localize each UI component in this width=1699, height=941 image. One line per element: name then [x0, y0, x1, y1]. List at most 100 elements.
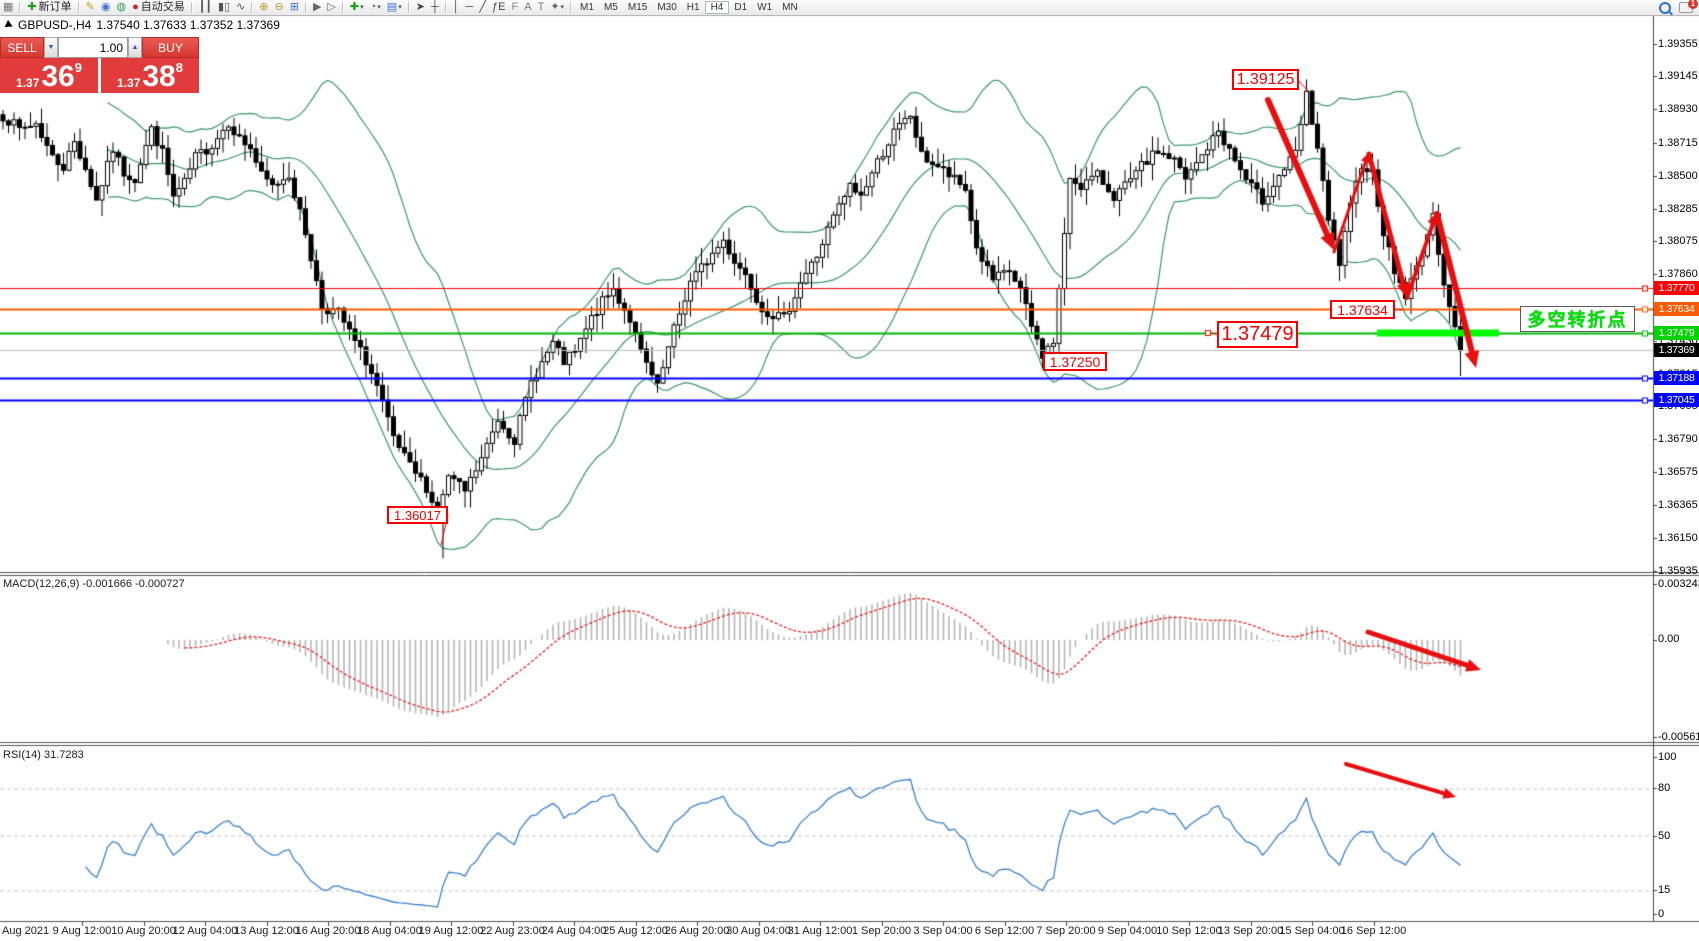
timeframe-w1[interactable]: W1	[757, 2, 773, 13]
signals-icon[interactable]: ◍	[113, 1, 129, 14]
cursor-icon[interactable]: ➤	[413, 1, 428, 14]
zoom-in-icon: ⊕	[259, 1, 269, 13]
price-tick: 1.36150	[1658, 531, 1698, 544]
sell-price-display[interactable]: 1.37 36 9	[0, 58, 98, 93]
buy-price-display[interactable]: 1.37 38 8	[101, 58, 199, 93]
price-line-badge: 1.37479	[1654, 326, 1699, 341]
autotrading-button[interactable]: ● 自动交易	[129, 1, 188, 14]
macd-axis-zero: 0.00	[1658, 633, 1680, 645]
macd-indicator-label: MACD(12,26,9) -0.001666 -0.000727	[3, 578, 185, 590]
rsi-indicator-label: RSI(14) 31.7283	[3, 749, 84, 761]
price-tick: 1.36365	[1658, 498, 1698, 511]
new-chart-icon[interactable]: ▦	[0, 1, 16, 14]
buy-price-small: 1.37	[117, 76, 141, 90]
fibonacci-icon[interactable]: ƒE	[489, 1, 508, 14]
horizontal-line-icon: ─	[465, 1, 474, 13]
tile-windows-icon[interactable]: ⊞	[287, 1, 302, 14]
fibo-fan-icon: F	[511, 1, 519, 13]
community-chat-icon[interactable]: 1	[1679, 0, 1698, 13]
candle-chart-icon: ▮▯	[217, 1, 231, 13]
vertical-line-icon[interactable]: │	[450, 1, 463, 14]
price-annotation[interactable]: 1.39125	[1232, 69, 1299, 90]
text-icon[interactable]: A	[521, 1, 534, 14]
timeframe-h4[interactable]: H4	[704, 1, 730, 14]
autotrading-button: ●	[132, 1, 139, 13]
price-tick: 1.38500	[1658, 169, 1698, 182]
zoom-out-icon[interactable]: ⊖	[272, 1, 287, 14]
price-tick: 1.36790	[1658, 433, 1698, 446]
date-label: 10 Sep 12:00	[1156, 925, 1222, 937]
date-label: 19 Aug 12:00	[418, 925, 484, 937]
sell-button[interactable]: SELL	[0, 37, 44, 58]
trendline-icon[interactable]: ╱	[476, 1, 489, 14]
price-annotation[interactable]: 1.36017	[387, 506, 448, 524]
rsi-axis-tick: 100	[1658, 751, 1677, 763]
timeframe-h1[interactable]: H1	[686, 2, 700, 13]
price-tick: 1.39355	[1658, 38, 1698, 50]
timeframe-m5[interactable]: M5	[603, 2, 618, 13]
price-tick: 1.38285	[1658, 202, 1698, 215]
symbol-period-label: GBPUSD-,H4	[18, 18, 92, 32]
rsi-axis-tick: 15	[1658, 884, 1671, 897]
toolbar-separator	[304, 2, 307, 13]
sell-price-big: 36	[41, 60, 75, 93]
rsi-axis-tick: 0	[1658, 908, 1665, 920]
buy-button[interactable]: BUY	[142, 37, 199, 58]
templates-icon[interactable]: ▤ ▾	[384, 1, 405, 14]
timeframe-m1[interactable]: M1	[580, 2, 594, 13]
zoom-in-icon[interactable]: ⊕	[256, 1, 271, 14]
date-label: 31 Aug 12:00	[787, 925, 853, 937]
profiles-icon[interactable]: ◉	[98, 1, 114, 14]
line-chart-icon[interactable]: ∿	[233, 1, 248, 14]
price-line-badge: 1.37770	[1654, 281, 1699, 296]
timeframe-d1[interactable]: D1	[734, 2, 748, 13]
chart-corner-icon	[4, 19, 15, 31]
sell-price-sup: 9	[74, 60, 82, 75]
shapes-icon-dropdown[interactable]: ▾	[560, 4, 565, 11]
line-chart-icon: ∿	[236, 1, 246, 13]
candle-chart-icon[interactable]: ▮▯	[215, 1, 233, 14]
timeframe-mn[interactable]: MN	[782, 2, 798, 13]
indicators-icon-dropdown[interactable]: ▾	[360, 4, 364, 11]
price-tick: 1.38715	[1658, 136, 1698, 149]
trendline-icon: ╱	[479, 1, 487, 13]
date-label: 25 Aug 12:00	[603, 925, 668, 937]
profiles-icon: ◉	[100, 1, 111, 13]
search-icon[interactable]	[1659, 1, 1671, 14]
date-label: 16 Aug 20:00	[295, 925, 361, 937]
toolbar-separator	[407, 2, 410, 13]
bar-chart-icon[interactable]: ┃┃	[196, 1, 215, 14]
toolbar-separator	[77, 2, 80, 13]
styler-icon[interactable]: ✎	[83, 1, 98, 14]
auto-scroll-icon[interactable]: ▶	[310, 1, 324, 14]
cursor-icon: ➤	[415, 1, 425, 13]
date-label: 10 Aug 20:00	[111, 925, 176, 937]
text-label-icon[interactable]: T	[535, 1, 548, 14]
templates-icon-dropdown[interactable]: ▾	[398, 4, 402, 11]
periods-icon-dropdown[interactable]: ▾	[377, 4, 381, 11]
price-annotation[interactable]: 1.37634	[1330, 300, 1395, 319]
autotrading-button-label: 自动交易	[140, 1, 185, 13]
volume-increase-button[interactable]: ▲	[128, 37, 142, 58]
date-label: 9 Sep 04:00	[1097, 925, 1158, 937]
price-annotation[interactable]: 1.37250	[1043, 352, 1107, 371]
horizontal-line-icon[interactable]: ─	[463, 1, 477, 14]
timeframe-m15[interactable]: M15	[627, 2, 648, 13]
price-annotation[interactable]: 1.37479	[1217, 321, 1298, 348]
fibo-fan-icon[interactable]: F	[509, 1, 522, 14]
shapes-icon[interactable]: ✦ ▾	[547, 1, 567, 14]
timeframe-m30[interactable]: M30	[657, 2, 677, 13]
indicators-icon[interactable]: ✚ ▾	[347, 1, 367, 14]
date-label: 13 Aug 12:00	[234, 925, 299, 937]
rsi-axis-tick: 50	[1658, 829, 1671, 842]
new-order-button[interactable]: ✚ 新订单	[24, 1, 74, 14]
crosshair-icon[interactable]: ┼	[428, 1, 442, 14]
chart-shift-icon[interactable]: ▷	[324, 1, 338, 14]
periods-icon[interactable]: ◔ ▾	[367, 1, 384, 14]
volume-decrease-button[interactable]: ▼	[44, 37, 58, 58]
volume-input[interactable]	[58, 37, 128, 58]
timeframe-buttons: M1 M5 M15 M30 H1 H4 D1 W1 MN	[575, 1, 803, 14]
turning-point-note[interactable]: 多空转折点	[1520, 306, 1635, 332]
